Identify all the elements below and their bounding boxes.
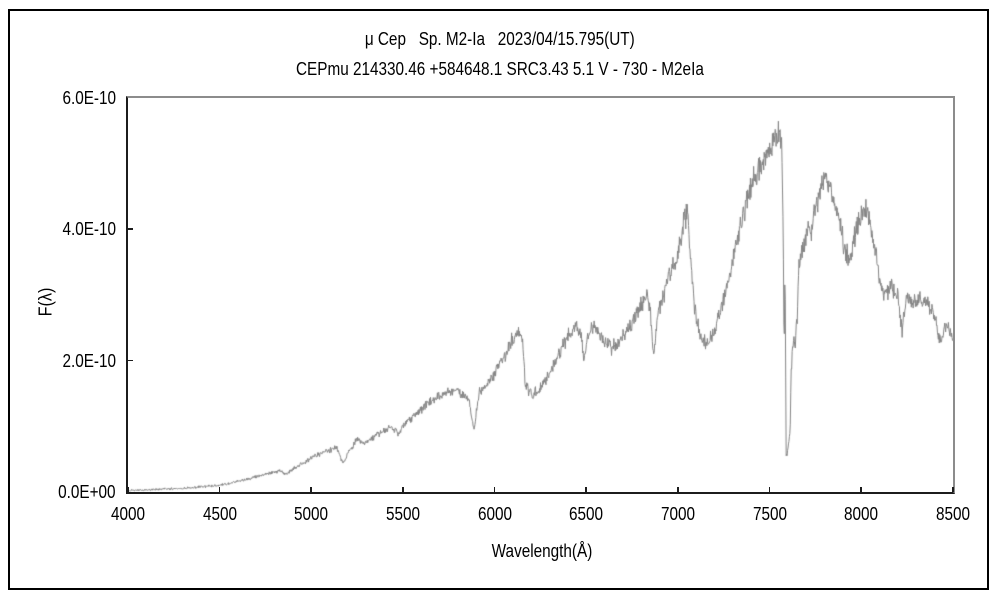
x-tick-mark — [402, 487, 404, 492]
x-tick-label: 8000 — [826, 505, 896, 525]
x-tick-label: 6500 — [551, 505, 621, 525]
x-tick-mark — [952, 487, 954, 492]
x-tick-mark — [127, 487, 129, 492]
y-tick-label-text: 0.0E+00 — [58, 482, 116, 502]
x-tick-mark — [585, 487, 587, 492]
y-tick-label-text: 4.0E-10 — [62, 219, 116, 239]
x-tick-label: 4500 — [185, 505, 255, 525]
chart-title-line2-text: CEPmu 214330.46 +584648.1 SRC3.43 5.1 V … — [296, 59, 704, 79]
x-tick-label-text: 4000 — [110, 504, 146, 524]
y-tick-label: 2.0E-10 — [53, 352, 116, 370]
chart-title-line1: μ Cep Sp. M2-Ia 2023/04/15.795(UT) — [0, 30, 1000, 48]
x-tick-labels: 4000 4500 5000 5500 6000 6500 7000 7500 … — [93, 505, 988, 525]
y-tick-label: 6.0E-10 — [53, 89, 116, 107]
x-tick-label-text: 4500 — [202, 504, 237, 524]
x-tick-mark — [218, 487, 221, 492]
x-tick-label-text: 7500 — [752, 504, 787, 524]
plot-frame — [126, 96, 955, 494]
x-tick-label: 5000 — [276, 505, 346, 525]
x-tick-label: 7000 — [643, 505, 713, 525]
x-tick-label-text: 8500 — [935, 504, 970, 524]
x-tick-label-text: 6500 — [569, 504, 604, 524]
y-tick-label: 0.0E+00 — [48, 483, 116, 501]
x-axis-title: Wavelength(Å) — [483, 542, 601, 560]
x-tick-mark — [677, 487, 679, 492]
x-tick-label-text: 5000 — [294, 504, 329, 524]
y-tick-mark — [128, 228, 133, 230]
x-tick-mark — [768, 487, 771, 492]
x-tick-mark — [493, 487, 496, 492]
x-tick-label-text: 7000 — [660, 504, 695, 524]
x-tick-label: 8500 — [918, 505, 988, 525]
x-tick-label-text: 6000 — [477, 504, 512, 524]
x-tick-mark — [860, 487, 862, 492]
x-tick-mark — [310, 487, 312, 492]
x-tick-label-text: 8000 — [844, 504, 879, 524]
y-axis-title: F(λ) — [35, 287, 56, 317]
x-axis-title-text: Wavelength(Å) — [491, 541, 593, 561]
chart-title-line1-text: μ Cep Sp. M2-Ia 2023/04/15.795(UT) — [365, 29, 635, 49]
x-tick-label: 5500 — [368, 505, 438, 525]
y-tick-label-text: 6.0E-10 — [62, 88, 116, 108]
y-tick-mark — [128, 359, 133, 362]
x-tick-label: 6000 — [460, 505, 530, 525]
y-tick-label: 4.0E-10 — [53, 220, 116, 238]
chart-title-line2: CEPmu 214330.46 +584648.1 SRC3.43 5.1 V … — [0, 60, 1000, 78]
spectrum-plot — [128, 98, 953, 492]
x-tick-label: 4000 — [93, 505, 163, 525]
y-tick-label-text: 2.0E-10 — [62, 351, 116, 371]
x-tick-label: 7500 — [735, 505, 805, 525]
x-tick-label-text: 5500 — [385, 504, 420, 524]
